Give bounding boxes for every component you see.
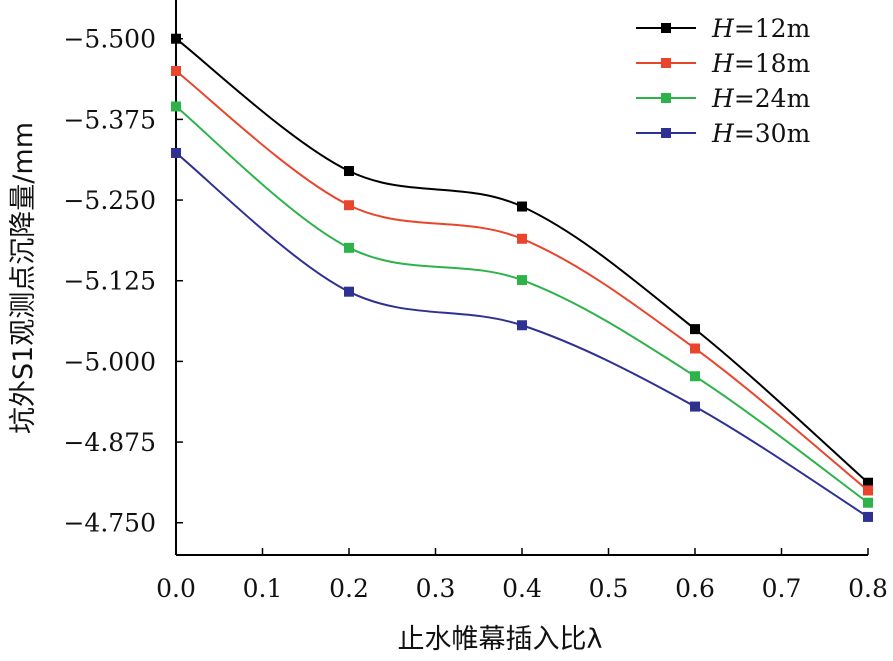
y-tick-label: −5.375 <box>63 105 156 134</box>
y-tick-label: −5.250 <box>63 186 156 215</box>
data-point <box>690 401 700 412</box>
x-axis-title: 止水帷幕插入比λ <box>398 624 603 655</box>
legend-label: H=24m <box>711 84 811 113</box>
series-line <box>175 105 869 504</box>
data-point <box>344 166 354 177</box>
data-point <box>863 485 873 496</box>
data-point <box>344 242 354 253</box>
x-tick-label: 0.6 <box>675 574 715 603</box>
legend-marker <box>661 93 671 103</box>
data-point <box>690 324 700 335</box>
series-1 <box>171 33 873 488</box>
data-point <box>517 233 527 244</box>
x-tick-label: 0.3 <box>416 574 456 603</box>
axes: −5.500 −5.375 −5.250 −5.125 −5.000 −4.875 −4.7… <box>63 0 888 603</box>
series-3 <box>171 101 873 508</box>
y-tick-label: −5.125 <box>63 267 156 296</box>
legend-label: H=18m <box>711 49 811 78</box>
data-point <box>171 147 181 158</box>
x-tick-label: 0.8 <box>848 574 888 603</box>
x-tick-label: 0.1 <box>243 574 283 603</box>
data-point <box>171 33 181 44</box>
y-axis-title: 坑外S1观测点沉降量/mm <box>8 122 39 434</box>
legend-marker <box>661 128 671 138</box>
legend-marker <box>661 58 671 68</box>
series-4 <box>171 147 873 522</box>
legend-item: H=18m <box>636 49 811 78</box>
legend-item: H=30m <box>636 119 811 148</box>
data-point <box>863 511 873 522</box>
x-tick-label: 0.7 <box>762 574 802 603</box>
data-point <box>517 320 527 331</box>
y-tick-label: −4.750 <box>63 509 156 538</box>
legend-item: H=24m <box>636 84 811 113</box>
y-tick-label: −4.875 <box>63 428 156 457</box>
x-tick-label: 0.2 <box>329 574 369 603</box>
legend: H=12m H=18m H=24m H=30m <box>636 14 811 148</box>
data-point <box>344 200 354 211</box>
y-tick-label: −5.500 <box>63 25 156 54</box>
data-point <box>690 371 700 382</box>
series-layer <box>171 33 873 522</box>
series-2 <box>171 65 873 496</box>
data-point <box>690 343 700 354</box>
data-point <box>171 101 181 112</box>
data-point <box>863 497 873 508</box>
data-point <box>171 65 181 76</box>
x-tick-label: 0.4 <box>502 574 542 603</box>
data-point <box>517 201 527 212</box>
legend-marker <box>661 23 671 33</box>
y-tick-label: −5.000 <box>63 347 156 376</box>
x-tick-label: 0.5 <box>589 574 629 603</box>
legend-label: H=12m <box>711 14 811 43</box>
legend-label: H=30m <box>711 119 811 148</box>
data-point <box>517 275 527 286</box>
data-point <box>863 477 873 488</box>
x-tick-label: 0.0 <box>156 574 196 603</box>
legend-item: H=12m <box>636 14 811 43</box>
data-point <box>344 286 354 297</box>
